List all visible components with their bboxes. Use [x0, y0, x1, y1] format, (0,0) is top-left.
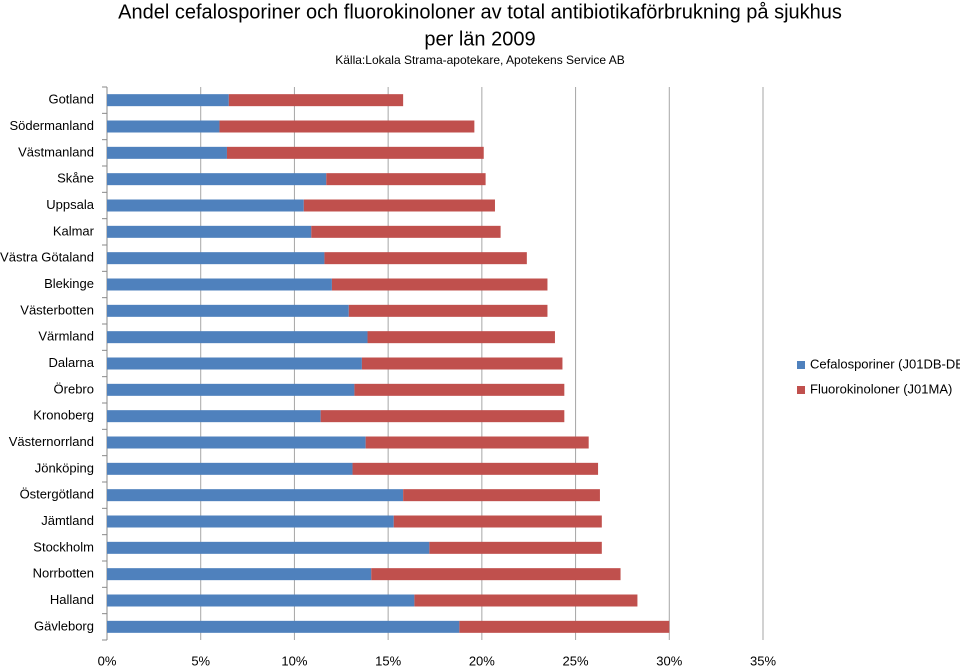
bar — [107, 357, 362, 370]
x-tick-label: 10% — [281, 653, 307, 668]
bar — [107, 173, 327, 186]
bar — [303, 199, 495, 212]
bar — [403, 489, 600, 502]
y-tick-label: Norrbotten — [33, 566, 94, 581]
bar — [107, 462, 353, 475]
bar — [219, 120, 475, 133]
bar — [107, 146, 227, 159]
bar — [361, 357, 563, 370]
x-tick-label: 30% — [656, 653, 682, 668]
x-tick-label: 0% — [98, 653, 117, 668]
y-tick-label: Dalarna — [48, 355, 94, 370]
chart-title: Andel cefalosporiner och fluorokinoloner… — [118, 1, 842, 23]
y-tick-label: Halland — [50, 592, 94, 607]
bar — [107, 383, 355, 396]
bar — [414, 594, 638, 607]
bar — [367, 331, 555, 344]
y-tick-label: Västmanland — [18, 144, 94, 159]
x-tick-label: 5% — [191, 653, 210, 668]
y-tick-label: Stockholm — [33, 539, 94, 554]
y-tick-label: Västra Götaland — [0, 250, 94, 265]
bar — [107, 331, 368, 344]
bar — [348, 304, 548, 317]
bar — [393, 515, 602, 528]
legend-swatch — [797, 386, 805, 394]
y-tick-label: Jämtland — [41, 513, 94, 528]
y-tick-label: Gävleborg — [34, 618, 94, 633]
x-tick-label: 20% — [469, 653, 495, 668]
y-tick-label: Blekinge — [44, 276, 94, 291]
bar — [107, 594, 415, 607]
y-tick-label: Gotland — [48, 92, 94, 107]
x-tick-label: 15% — [375, 653, 401, 668]
bar — [107, 120, 220, 133]
bar — [107, 541, 430, 554]
bar — [107, 568, 372, 581]
bar — [107, 94, 229, 107]
bar — [354, 383, 565, 396]
bar — [326, 173, 486, 186]
y-tick-label: Skåne — [57, 171, 94, 186]
chart-subtitle: Källa:Lokala Strama-apotekare, Apotekens… — [335, 53, 625, 67]
bar — [365, 436, 589, 449]
bar — [311, 225, 501, 238]
x-tick-label: 35% — [750, 653, 776, 668]
bar — [226, 146, 484, 159]
bar — [107, 199, 304, 212]
bar — [107, 278, 332, 291]
y-tick-label: Jönköping — [35, 460, 94, 475]
chart-title: per län 2009 — [424, 28, 535, 50]
bar — [107, 225, 312, 238]
bar — [429, 541, 602, 554]
bar — [107, 620, 460, 633]
y-tick-label: Kalmar — [53, 223, 95, 238]
bar — [107, 410, 321, 423]
bar — [324, 252, 527, 265]
bar — [107, 304, 349, 317]
y-tick-label: Värmland — [38, 329, 94, 344]
bar — [352, 462, 599, 475]
legend-swatch — [797, 361, 805, 369]
y-tick-label: Västernorrland — [9, 434, 94, 449]
bar — [371, 568, 621, 581]
bar — [228, 94, 404, 107]
y-tick-label: Västerbotten — [20, 302, 94, 317]
y-tick-label: Östergötland — [20, 487, 94, 502]
y-tick-label: Örebro — [54, 381, 94, 396]
x-tick-label: 25% — [563, 653, 589, 668]
bar — [107, 489, 404, 502]
bar — [107, 515, 394, 528]
bar — [459, 620, 670, 633]
legend-label: Cefalosporiner (J01DB-DE) — [810, 356, 960, 371]
bar — [107, 436, 366, 449]
y-tick-label: Södermanland — [9, 118, 94, 133]
legend-label: Fluorokinoloner (J01MA) — [810, 381, 952, 396]
y-tick-label: Kronoberg — [33, 408, 94, 423]
bar — [107, 252, 325, 265]
bar — [331, 278, 548, 291]
bar — [320, 410, 565, 423]
y-tick-label: Uppsala — [46, 197, 94, 212]
